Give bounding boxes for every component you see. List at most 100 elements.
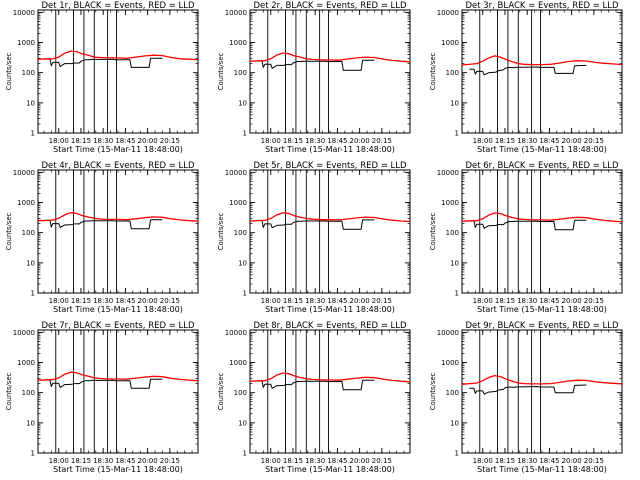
- y-tick-label: 1: [455, 130, 459, 138]
- panel-title: Det 6r, BLACK = Events, RED = LLD: [465, 161, 619, 171]
- y-tick-label: 10: [26, 419, 35, 427]
- x-tick-label: 18:30: [305, 297, 325, 305]
- x-tick-label: 20:00: [138, 297, 158, 305]
- y-tick-label: 10: [26, 99, 35, 107]
- x-tick-label: 18:15: [71, 457, 91, 465]
- series-events-line: [469, 64, 587, 76]
- x-tick-label: 18:30: [93, 297, 113, 305]
- x-tick-label: 20:15: [584, 457, 604, 465]
- x-tick-label: 18:30: [517, 137, 537, 145]
- x-tick-label: 20:00: [562, 137, 582, 145]
- panel-6: Det 6r, BLACK = Events, RED = LLD 1 10 100 1…: [429, 161, 623, 314]
- y-tick-label: 100: [446, 69, 459, 77]
- x-axis-label: Start Time (15-Mar-11 18:48:00): [477, 305, 607, 314]
- panel-5: Det 5r, BLACK = Events, RED = LLD 1 10 100 1…: [217, 161, 411, 314]
- y-tick-label: 1: [455, 450, 459, 458]
- y-axis-label: Counts/sec: [429, 213, 437, 251]
- y-tick-label: 1: [31, 450, 35, 458]
- panel-title: Det 4r, BLACK = Events, RED = LLD: [41, 161, 195, 171]
- series-lld-line: [461, 374, 623, 385]
- x-tick-label: 20:00: [350, 297, 370, 305]
- x-tick-label: 18:45: [327, 137, 347, 145]
- y-axis-label: Counts/sec: [429, 373, 437, 411]
- panel-1: Det 1r, BLACK = Events, RED = LLD 1 10 100 1…: [5, 1, 199, 154]
- x-tick-label: 18:00: [473, 457, 493, 465]
- x-tick-label: 18:30: [93, 137, 113, 145]
- y-tick-label: 1: [31, 130, 35, 138]
- y-tick-label: 10000: [437, 9, 459, 17]
- x-tick-label: 18:00: [49, 457, 69, 465]
- x-tick-label: 18:45: [115, 297, 135, 305]
- y-tick-label: 1: [243, 130, 247, 138]
- x-tick-label: 18:30: [517, 457, 537, 465]
- series-events-line: [45, 219, 163, 230]
- x-tick-label: 20:15: [160, 297, 180, 305]
- panel-title: Det 5r, BLACK = Events, RED = LLD: [253, 161, 407, 171]
- x-tick-label: 18:00: [261, 297, 281, 305]
- y-axis-label: Counts/sec: [217, 373, 225, 411]
- series-lld-line: [37, 371, 199, 382]
- y-tick-label: 1: [455, 290, 459, 298]
- x-tick-label: 18:45: [539, 297, 559, 305]
- x-tick-label: 18:45: [115, 137, 135, 145]
- x-tick-label: 18:15: [283, 137, 303, 145]
- x-tick-label: 18:30: [517, 297, 537, 305]
- panel-4: Det 4r, BLACK = Events, RED = LLD 1 10 100 1…: [5, 161, 199, 314]
- y-tick-label: 10: [450, 99, 459, 107]
- x-tick-label: 18:30: [93, 457, 113, 465]
- x-tick-label: 18:15: [283, 457, 303, 465]
- x-tick-label: 18:45: [539, 137, 559, 145]
- x-tick-label: 18:30: [305, 137, 325, 145]
- series-lld-line: [37, 50, 199, 61]
- y-tick-label: 10000: [13, 329, 35, 337]
- y-tick-label: 100: [22, 69, 35, 77]
- x-tick-label: 18:30: [305, 457, 325, 465]
- y-tick-label: 10000: [437, 329, 459, 337]
- x-tick-label: 18:00: [473, 297, 493, 305]
- panel-2: Det 2r, BLACK = Events, RED = LLD 1 10 100 1…: [217, 1, 411, 154]
- y-tick-label: 100: [22, 389, 35, 397]
- x-tick-label: 18:00: [49, 297, 69, 305]
- x-axis-label: Start Time (15-Mar-11 18:48:00): [265, 145, 395, 154]
- x-tick-label: 18:00: [473, 137, 493, 145]
- y-axis-label: Counts/sec: [5, 373, 13, 411]
- y-tick-label: 10000: [13, 169, 35, 177]
- x-tick-label: 18:15: [71, 137, 91, 145]
- x-axis-label: Start Time (15-Mar-11 18:48:00): [265, 305, 395, 314]
- x-tick-label: 20:00: [562, 457, 582, 465]
- y-axis-label: Counts/sec: [217, 53, 225, 91]
- y-tick-label: 1: [243, 450, 247, 458]
- series-lld-line: [461, 55, 623, 66]
- y-tick-label: 10000: [225, 329, 247, 337]
- x-tick-label: 20:00: [350, 457, 370, 465]
- series-events-line: [257, 219, 375, 230]
- y-tick-label: 1000: [441, 39, 459, 47]
- series-events-line: [257, 379, 375, 391]
- y-tick-label: 10: [450, 419, 459, 427]
- x-tick-label: 20:15: [372, 297, 392, 305]
- y-tick-label: 10: [238, 259, 247, 267]
- x-tick-label: 18:15: [495, 457, 515, 465]
- series-events-line: [469, 384, 587, 395]
- panel-8: Det 8r, BLACK = Events, RED = LLD 1 10 100 1…: [217, 321, 411, 474]
- y-tick-label: 1000: [17, 359, 35, 367]
- panel-title: Det 9r, BLACK = Events, RED = LLD: [465, 321, 619, 331]
- x-tick-label: 18:00: [49, 137, 69, 145]
- x-tick-label: 18:15: [71, 297, 91, 305]
- series-events-line: [45, 57, 163, 68]
- y-tick-label: 10000: [437, 169, 459, 177]
- y-tick-label: 10: [26, 259, 35, 267]
- x-tick-label: 18:45: [115, 457, 135, 465]
- y-axis-label: Counts/sec: [5, 53, 13, 91]
- x-tick-label: 18:00: [261, 137, 281, 145]
- y-tick-label: 1000: [229, 199, 247, 207]
- series-lld-line: [249, 52, 411, 63]
- x-axis-label: Start Time (15-Mar-11 18:48:00): [53, 145, 183, 154]
- x-tick-label: 18:45: [539, 457, 559, 465]
- series-lld-line: [461, 212, 623, 223]
- y-tick-label: 10000: [225, 9, 247, 17]
- panel-title: Det 2r, BLACK = Events, RED = LLD: [253, 1, 407, 11]
- series-lld-line: [249, 212, 411, 223]
- y-tick-label: 10: [450, 259, 459, 267]
